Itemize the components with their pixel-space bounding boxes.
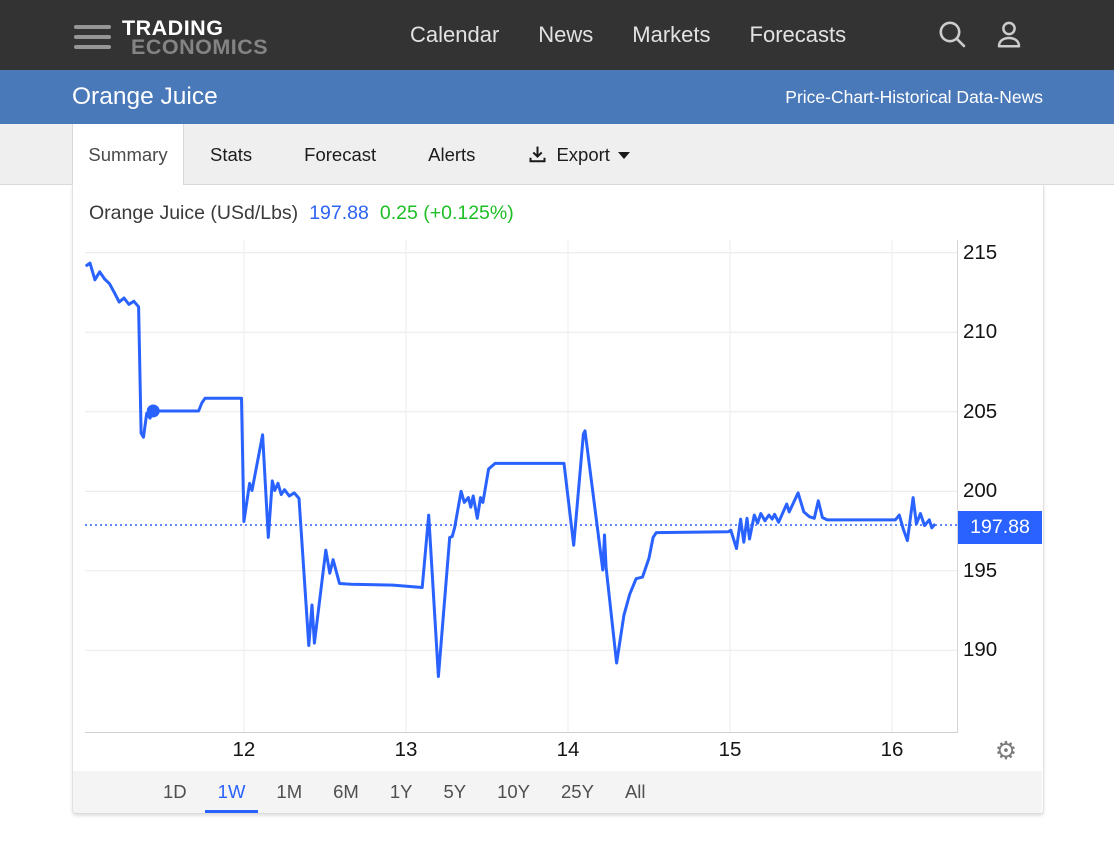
tab-stats[interactable]: Stats: [184, 124, 278, 185]
top-navbar: TRADING ECONOMICS Calendar News Markets For…: [0, 0, 1114, 70]
navbar-links: Calendar News Markets Forecasts: [410, 0, 846, 70]
range-button-25y[interactable]: 25Y: [561, 781, 594, 802]
page-title: Orange Juice: [72, 83, 218, 110]
x-axis-tick-14: 14: [556, 738, 580, 761]
range-button-6m[interactable]: 6M: [333, 781, 359, 802]
tab-summary[interactable]: Summary: [72, 124, 184, 186]
range-button-all[interactable]: All: [624, 781, 646, 802]
tab-strip: Summary Stats Forecast Alerts Export: [0, 124, 1114, 186]
tab-forecast[interactable]: Forecast: [278, 124, 402, 185]
subheader-link-news[interactable]: News: [999, 86, 1043, 107]
range-button-5y[interactable]: 5Y: [443, 781, 467, 802]
subheader-link-chart[interactable]: Chart: [830, 86, 874, 107]
range-button-1m[interactable]: 1M: [276, 781, 303, 802]
tab-export[interactable]: Export: [501, 124, 655, 185]
tab-label: Stats: [210, 143, 253, 165]
tabs: Summary Stats Forecast Alerts Export: [72, 124, 656, 186]
y-axis-tick-210: 210: [963, 320, 998, 344]
nav-link-forecasts[interactable]: Forecasts: [749, 22, 847, 47]
x-axis-tick-13: 13: [394, 738, 418, 761]
y-axis-tick-195: 195: [963, 558, 998, 582]
nav-link-news[interactable]: News: [538, 22, 594, 47]
subheader-link-price[interactable]: Price: [785, 86, 826, 107]
chart-header: Orange Juice (USd/Lbs) 197.88 0.25 (+0.1…: [89, 202, 514, 225]
tab-alerts[interactable]: Alerts: [402, 124, 501, 185]
instrument-header-bar: Orange Juice Price - Chart - Historical …: [0, 70, 1114, 124]
tab-label: Alerts: [428, 143, 476, 165]
price-line-chart[interactable]: [85, 240, 958, 733]
price-change-value: 0.25 (+0.125%): [379, 202, 514, 224]
price-line: [85, 261, 936, 678]
y-axis-tick-200: 200: [963, 479, 998, 503]
current-price-badge: 197.88: [958, 511, 1042, 544]
chart-settings-gear-icon[interactable]: ⚙: [994, 735, 1018, 765]
logo-line1: TRADING: [122, 16, 224, 40]
y-axis-tick-190: 190: [963, 638, 998, 662]
x-axis-tick-15: 15: [718, 738, 742, 761]
y-axis-tick-215: 215: [963, 240, 998, 264]
nav-link-calendar[interactable]: Calendar: [410, 22, 500, 47]
tab-label: Export: [556, 143, 610, 165]
x-axis-tick-12: 12: [232, 738, 256, 761]
instrument-label: Orange Juice (USd/Lbs): [89, 202, 299, 224]
hamburger-menu-icon[interactable]: [74, 24, 111, 49]
logo-line2: ECONOMICS: [131, 35, 269, 59]
subheader-link-historical-data[interactable]: Historical Data: [879, 86, 994, 107]
download-icon: [529, 146, 546, 163]
series-marker-dot: [146, 404, 160, 418]
trading-economics-logo[interactable]: TRADING ECONOMICS: [122, 16, 269, 59]
subheader-links: Price - Chart - Historical Data - News: [785, 86, 1043, 107]
nav-link-markets[interactable]: Markets: [632, 22, 711, 47]
last-price-value: 197.88: [309, 202, 369, 224]
range-button-1d[interactable]: 1D: [163, 781, 187, 802]
chart-card: Orange Juice (USd/Lbs) 197.88 0.25 (+0.1…: [72, 185, 1044, 814]
tab-label: Forecast: [304, 143, 377, 165]
time-range-bar: 1D 1W 1M 6M 1Y 5Y 10Y 25Y All: [73, 771, 1042, 813]
x-axis-tick-16: 16: [880, 738, 904, 761]
range-button-1w[interactable]: 1W: [204, 775, 259, 813]
user-account-icon[interactable]: [992, 0, 1026, 70]
tab-label: Summary: [88, 144, 168, 165]
range-button-1y[interactable]: 1Y: [389, 781, 413, 802]
search-icon[interactable]: [936, 0, 970, 70]
range-button-10y[interactable]: 10Y: [497, 781, 531, 802]
chevron-down-icon: [617, 152, 630, 159]
y-axis-tick-205: 205: [963, 399, 998, 423]
